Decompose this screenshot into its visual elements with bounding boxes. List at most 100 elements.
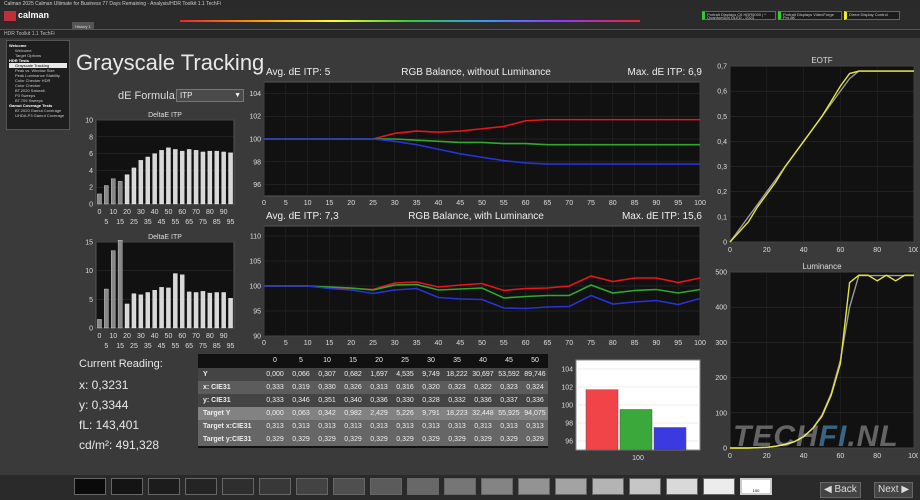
x-tick-label: 45	[456, 200, 464, 207]
device-display[interactable]: Direct Display Control	[844, 11, 900, 20]
deltae-bar	[180, 274, 185, 329]
nav-section-header[interactable]: Gamut Coverage Tests	[9, 103, 53, 108]
x-tick-label: 0	[728, 247, 732, 254]
nav-section-header[interactable]: Welcome	[9, 43, 27, 48]
y-tick-label: 102	[561, 385, 573, 392]
patch-swatch[interactable]	[111, 478, 143, 495]
x-tick-label: 70	[192, 333, 200, 340]
patch-swatch[interactable]	[407, 478, 439, 495]
y-tick-label: 104	[561, 367, 573, 374]
nav-item[interactable]: P3 Sweeps	[15, 93, 36, 98]
x-tick-label: 25	[130, 219, 138, 226]
patch-swatch[interactable]	[370, 478, 402, 495]
patch-swatch[interactable]	[333, 478, 365, 495]
patch-swatch[interactable]	[518, 478, 550, 495]
patch-swatch[interactable]	[148, 478, 180, 495]
luminance-chart: Luminance 0 100 200 300 400 500 0 20 40 60 80 100	[715, 262, 918, 460]
patch-swatch[interactable]	[555, 478, 587, 495]
deltae-bar	[104, 288, 109, 329]
watermark: TECHFI.NL	[733, 420, 899, 454]
y-tick-label: 96	[565, 439, 573, 446]
nav-item[interactable]: Target Options	[15, 53, 42, 58]
x-tick-label: 35	[144, 219, 152, 226]
tab-history[interactable]: History 1	[72, 22, 94, 31]
nav-item[interactable]: Color Checker HDR	[15, 78, 51, 83]
x-tick-label: 40	[435, 340, 443, 347]
x-tick-label: 20	[763, 247, 771, 254]
deltae-bar	[159, 150, 164, 205]
patch-swatch[interactable]	[592, 478, 624, 495]
next-button[interactable]: Next ▶	[874, 482, 914, 498]
nav-item[interactable]: Welcome	[15, 48, 32, 53]
x-tick-label: 100	[908, 247, 918, 254]
table-cell: 32,448	[472, 410, 494, 417]
patch-swatch[interactable]	[629, 478, 661, 495]
patch-swatch[interactable]	[444, 478, 476, 495]
x-tick-label: 90	[653, 200, 661, 207]
x-tick-label: 25	[130, 343, 138, 350]
patch-swatch[interactable]	[296, 478, 328, 495]
table-cell: 0,000	[266, 371, 284, 378]
table-cell: 0,063	[292, 410, 310, 417]
patch-swatch[interactable]	[222, 478, 254, 495]
nav-item[interactable]: BT.2020 Saturati.	[15, 88, 46, 93]
nav-item[interactable]: Peak vs. Window Size	[15, 68, 55, 73]
deltae-bar	[131, 167, 137, 205]
table-cell: 0,329	[500, 436, 518, 443]
row-label: y: CIE31	[203, 397, 231, 404]
app-logo-text: calman	[18, 10, 50, 20]
patch-swatch[interactable]	[703, 478, 735, 495]
patch-swatch[interactable]	[185, 478, 217, 495]
deltae-bar	[200, 151, 206, 205]
deltae-bar	[97, 193, 102, 205]
x-tick-label: 25	[369, 340, 377, 347]
chart-plot-area	[729, 65, 915, 243]
column-header: 50	[531, 357, 539, 364]
x-tick-label: 80	[609, 200, 617, 207]
y-tick-label: 500	[715, 270, 727, 277]
x-tick-label: 100	[908, 453, 918, 460]
back-button[interactable]: ◀ Back	[820, 482, 861, 498]
deltae-bar	[180, 150, 185, 205]
x-tick-label: 70	[565, 200, 573, 207]
back-arrow-icon: ◀	[824, 484, 835, 495]
y-tick-label: 8	[89, 134, 93, 141]
measured-curve	[730, 274, 914, 449]
patch-swatch[interactable]	[666, 478, 698, 495]
column-header: 0	[273, 357, 277, 364]
x-tick-label: 0	[97, 333, 101, 340]
nav-item[interactable]: BT.709 Sweeps	[15, 98, 43, 103]
patch-swatch[interactable]: 100	[740, 478, 772, 495]
patch-swatch[interactable]	[74, 478, 106, 495]
nav-item[interactable]: Grayscale Tracking	[9, 63, 67, 68]
avg-de-label: Avg. dE ITP: 5	[266, 67, 331, 78]
deltae-bar	[186, 291, 192, 329]
table-cell: 5,226	[396, 410, 414, 417]
patch-swatch[interactable]	[259, 478, 291, 495]
nav-item[interactable]: BT.2020 Gamut Coverage	[15, 108, 62, 113]
column-header: 45	[505, 357, 513, 364]
data-table: 0 5 10 15 20 25 30 35 40 45 50 Y 0,000 0,066 0,307 0,68…	[198, 354, 548, 448]
device-meter[interactable]: Portrait Displays C6 HDR5000 | * Quantum…	[702, 11, 776, 20]
x-tick-label: 15	[326, 200, 334, 207]
table-cell: 0,313	[526, 423, 544, 430]
y-tick-label: 2	[89, 185, 93, 192]
nav-section-header[interactable]: HDR Tests	[9, 58, 29, 63]
nav-item[interactable]: Color Checker	[15, 83, 41, 88]
x-tick-label: 40	[151, 209, 159, 216]
nav-item[interactable]: Peak Luminance Stability	[15, 73, 60, 78]
deltae-bar	[159, 287, 164, 329]
back-label: Back	[834, 484, 857, 495]
blue-series-line	[264, 285, 701, 310]
x-tick-label: 90	[653, 340, 661, 347]
watermark-text-1: TECH	[733, 420, 819, 453]
patch-swatch[interactable]	[481, 478, 513, 495]
table-cell: 0,000	[266, 410, 284, 417]
deltae-bar	[138, 160, 144, 205]
nav-item[interactable]: UHDA-P3 Gamut Coverage	[15, 113, 65, 118]
table-row: x: CIE31 0,333 0,319 0,330 0,326 0,313 0,316 0,…	[198, 381, 548, 394]
device-generator[interactable]: Portrait Displays VideoForge Pro 8K	[778, 11, 842, 20]
table-cell: 0,342	[318, 410, 336, 417]
formula-select[interactable]: ITP ▼	[176, 89, 244, 102]
